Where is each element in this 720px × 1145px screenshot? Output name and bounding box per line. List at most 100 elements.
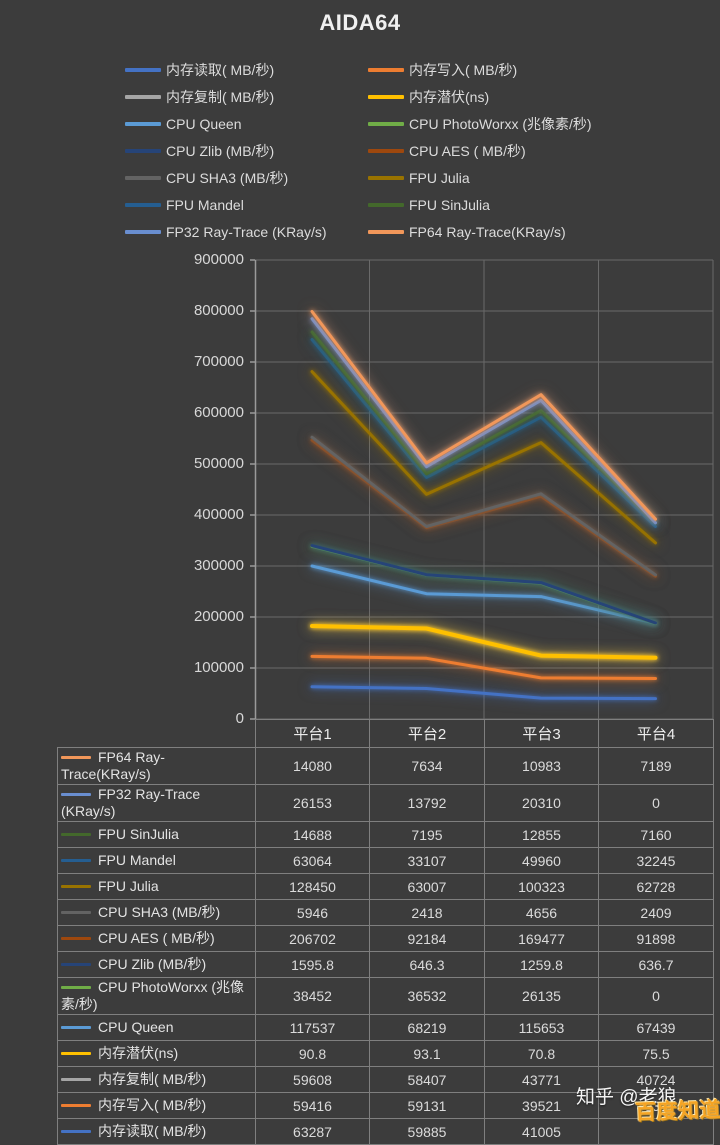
series-line: [310, 624, 658, 660]
y-axis-tick-label: 700000: [193, 353, 244, 370]
series-label-cell: 内存写入( MB/秒): [57, 1092, 256, 1119]
legend-swatch-line: [125, 148, 161, 153]
table-value-cell: 93.1: [369, 1040, 485, 1067]
table-value-cell: 14688: [255, 821, 370, 848]
legend-item: CPU SHA3 (MB/秒): [125, 164, 368, 191]
series-swatch-line: [61, 792, 91, 797]
series-swatch-line: [61, 985, 91, 990]
table-row: FPU Mandel 63064 33107 49960 32245: [57, 847, 714, 874]
series-line: [310, 685, 657, 701]
legend-swatch-line: [125, 202, 161, 207]
series-label-cell: 内存复制( MB/秒): [57, 1066, 256, 1093]
legend-item: CPU Queen: [125, 110, 368, 137]
table-value-cell: 117537: [255, 1014, 370, 1041]
table-value-cell: 7195: [369, 821, 485, 848]
series-label-cell: 内存潜伏(ns): [57, 1040, 256, 1067]
table-value-cell: 68219: [369, 1014, 485, 1041]
table-header-cell: 平台3: [484, 719, 599, 748]
legend-swatch-line: [125, 229, 161, 234]
table-value-cell: 36532: [369, 977, 485, 1015]
table-value-cell: 5946: [255, 899, 370, 926]
series-line: [310, 438, 657, 578]
table-value-cell: 70.8: [484, 1040, 599, 1067]
legend-label: FP64 Ray-Trace(KRay/s): [409, 223, 566, 240]
y-axis-tick-label: 0: [235, 710, 244, 727]
legend-item: CPU Zlib (MB/秒): [125, 137, 368, 164]
table-value-cell: 7189: [598, 747, 714, 785]
legend-swatch-line: [368, 175, 404, 180]
legend-label: FPU SinJulia: [409, 196, 490, 213]
table-value-cell: 59131: [369, 1092, 485, 1119]
legend-label: 内存读取( MB/秒): [166, 61, 275, 78]
legend-item: FPU Julia: [368, 164, 645, 191]
y-axis-tick-label: 800000: [193, 302, 244, 319]
table-value-cell: 63007: [369, 873, 485, 900]
series-line: [310, 435, 657, 577]
legend-swatch-line: [368, 202, 404, 207]
table-value-cell: 12855: [484, 821, 599, 848]
legend-label: 内存潜伏(ns): [409, 88, 490, 105]
table-value-cell: 2409: [598, 899, 714, 926]
table-row: CPU AES ( MB/秒) 206702 92184 169477 91898: [57, 925, 714, 952]
series-line: [310, 317, 657, 525]
table-value-cell: 41005: [484, 1118, 599, 1145]
table-row: CPU SHA3 (MB/秒) 5946 2418 4656 2409: [57, 899, 714, 926]
table-header-row: 平台1 平台2 平台3 平台4: [58, 719, 714, 748]
table-value-cell: 26135: [484, 977, 599, 1015]
series-label-cell: 内存读取( MB/秒): [57, 1118, 256, 1145]
legend-swatch-line: [125, 94, 161, 99]
series-swatch-line: [61, 1103, 91, 1108]
series-label-cell: FPU Julia: [57, 873, 256, 900]
table-value-cell: 2418: [369, 899, 485, 926]
table-value-cell: 58407: [369, 1066, 485, 1093]
baidu-watermark: 百度知道: [634, 1098, 720, 1125]
table-header-cell: 平台1: [255, 719, 370, 748]
y-axis-tick-label: 600000: [193, 404, 244, 421]
table-row: CPU Zlib (MB/秒) 1595.8 646.3 1259.8 636.7: [57, 951, 714, 978]
table-value-cell: 92184: [369, 925, 485, 952]
table-row: 内存复制( MB/秒) 59608 58407 43771 40724: [57, 1066, 714, 1093]
series-label-cell: CPU Zlib (MB/秒): [57, 951, 256, 978]
table-value-cell: 4656: [484, 899, 599, 926]
chart-legend: 内存读取( MB/秒) 内存写入( MB/秒) 内存复制( MB/秒) 内存潜伏(ns…: [125, 56, 645, 245]
table-value-cell: 39324: [598, 1092, 714, 1119]
legend-swatch-line: [125, 175, 161, 180]
legend-label: CPU Zlib (MB/秒): [166, 142, 275, 159]
table-row: CPU PhotoWorxx (兆像素/秒) 38452 36532 26135 0: [57, 977, 714, 1015]
legend-label: FPU Julia: [409, 169, 470, 186]
legend-label: CPU SHA3 (MB/秒): [166, 169, 289, 186]
table-header-cell: 平台2: [369, 719, 485, 748]
series-swatch-line: [61, 910, 91, 915]
table-value-cell: 646.3: [369, 951, 485, 978]
table-value-cell: 49960: [484, 847, 599, 874]
table-header-cell: 平台4: [598, 719, 714, 748]
series-line: [310, 370, 657, 545]
legend-label: 内存复制( MB/秒): [166, 88, 275, 105]
chart-title: AIDA64: [319, 10, 401, 35]
series-swatch-line: [61, 884, 91, 889]
table-value-cell: 75.5: [598, 1040, 714, 1067]
y-axis-tick-label: 400000: [193, 506, 244, 523]
zhihu-watermark: 知乎 @老狼: [576, 1087, 677, 1108]
table-value-cell: 91898: [598, 925, 714, 952]
legend-label: FP32 Ray-Trace (KRay/s): [166, 223, 327, 240]
table-row: FP64 Ray-Trace(KRay/s) 14080 7634 10983 7189: [57, 747, 714, 785]
legend-item: FP32 Ray-Trace (KRay/s): [125, 218, 368, 245]
table-value-cell: 7634: [369, 747, 485, 785]
table-value-cell: 7160: [598, 821, 714, 848]
series-swatch-line: [61, 832, 91, 837]
table-value-cell: 0: [598, 977, 714, 1015]
table-corner-cell: [58, 720, 256, 748]
legend-item: FPU SinJulia: [368, 191, 645, 218]
legend-swatch-line: [368, 67, 404, 72]
series-label-cell: FP64 Ray-Trace(KRay/s): [57, 747, 256, 785]
legend-item: 内存复制( MB/秒): [125, 83, 368, 110]
y-axis-tick-label: 900000: [193, 251, 244, 268]
table-value-cell: 10983: [484, 747, 599, 785]
legend-item: FPU Mandel: [125, 191, 368, 218]
legend-swatch-line: [368, 94, 404, 99]
table-value-cell: 33107: [369, 847, 485, 874]
table-value-cell: 169477: [484, 925, 599, 952]
series-label-cell: FPU SinJulia: [57, 821, 256, 848]
legend-label: FPU Mandel: [166, 196, 244, 213]
